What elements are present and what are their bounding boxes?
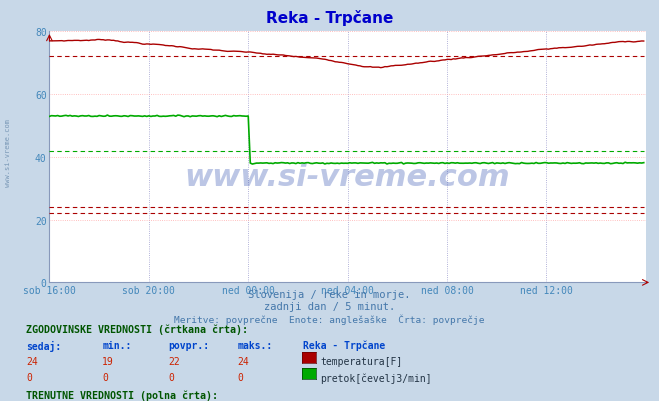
- Text: 0: 0: [237, 372, 243, 382]
- Text: 24: 24: [237, 356, 249, 366]
- Text: Meritve: povprečne  Enote: anglešaške  Črta: povprečje: Meritve: povprečne Enote: anglešaške Črt…: [174, 314, 485, 324]
- Text: Reka - Trpčane: Reka - Trpčane: [303, 340, 386, 350]
- Text: 22: 22: [168, 356, 180, 366]
- Text: TRENUTNE VREDNOSTI (polna črta):: TRENUTNE VREDNOSTI (polna črta):: [26, 390, 218, 400]
- Text: Slovenija / reke in morje.: Slovenija / reke in morje.: [248, 290, 411, 300]
- Text: pretok[čevelj3/min]: pretok[čevelj3/min]: [320, 372, 432, 383]
- Text: temperatura[F]: temperatura[F]: [320, 356, 403, 366]
- Text: 24: 24: [26, 356, 38, 366]
- Text: Reka - Trpčane: Reka - Trpčane: [266, 10, 393, 26]
- Text: sedaj:: sedaj:: [26, 340, 61, 351]
- Text: min.:: min.:: [102, 340, 132, 350]
- Text: 0: 0: [26, 372, 32, 382]
- Text: 0: 0: [102, 372, 108, 382]
- Text: zadnji dan / 5 minut.: zadnji dan / 5 minut.: [264, 302, 395, 312]
- Text: 0: 0: [168, 372, 174, 382]
- Text: povpr.:: povpr.:: [168, 340, 209, 350]
- Text: maks.:: maks.:: [237, 340, 272, 350]
- Text: ZGODOVINSKE VREDNOSTI (črtkana črta):: ZGODOVINSKE VREDNOSTI (črtkana črta):: [26, 324, 248, 334]
- Text: www.si-vreme.com: www.si-vreme.com: [5, 118, 11, 186]
- Text: www.si-vreme.com: www.si-vreme.com: [185, 163, 511, 192]
- Text: 19: 19: [102, 356, 114, 366]
